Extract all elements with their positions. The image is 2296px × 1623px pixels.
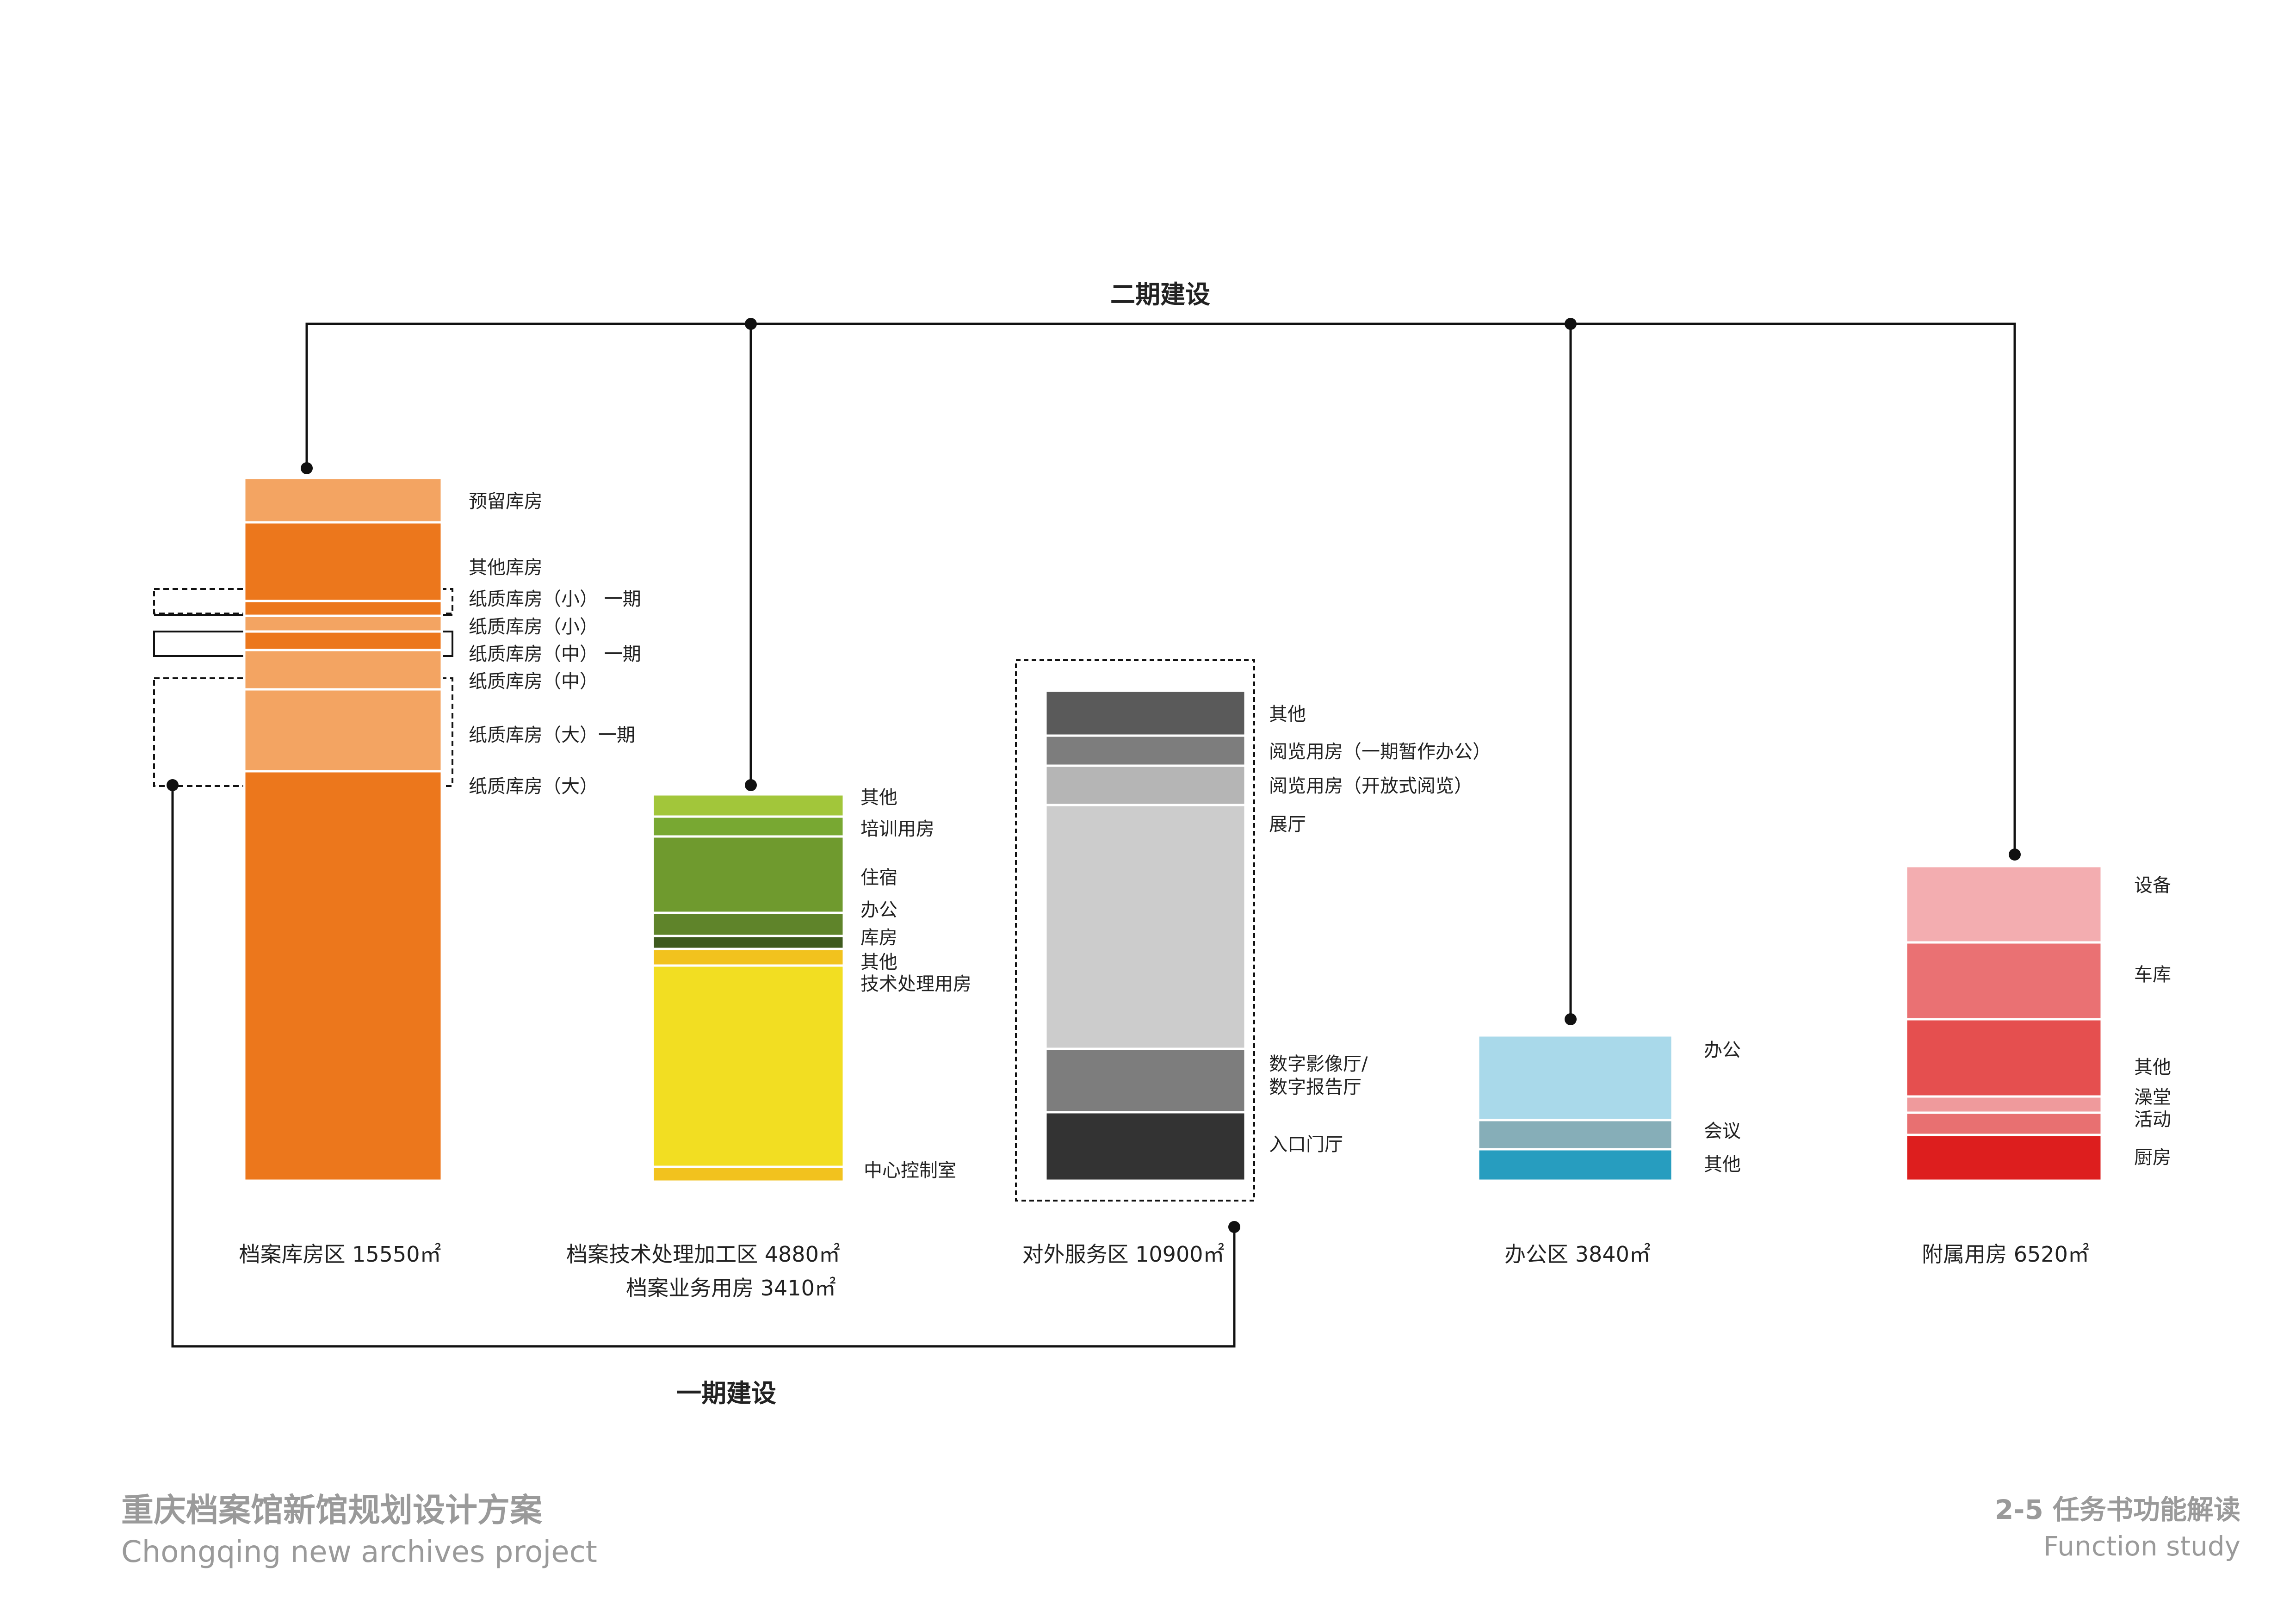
zone-tech-processing: 其他 培训用房 住宿 办公 库房 其他 技术处理用房 中心控制室 档案技术处理加… — [566, 787, 972, 1301]
zone-office: 办公 会议 其他 办公区 3840㎡ — [1477, 1034, 1741, 1267]
segment-label: 展厅 — [1269, 814, 1306, 835]
segment-label: 办公 — [860, 899, 897, 921]
segment-bar — [651, 793, 845, 818]
segment-label: 阅览用房（开放式阅览） — [1269, 775, 1473, 797]
segment-bar — [651, 1165, 845, 1183]
segment-bar — [651, 935, 845, 950]
segment-label: 车库 — [2134, 964, 2171, 985]
segment-label: 纸质库房（大）一期 — [469, 725, 635, 746]
segment-label: 纸质库房（中） — [469, 671, 598, 692]
segment-bar — [243, 614, 443, 633]
zone-caption: 附属用房 6520㎡ — [1922, 1242, 2089, 1267]
zone-auxiliary: 设备 车库 其他 澡堂 活动 厨房 附属用房 6520㎡ — [1905, 865, 2171, 1267]
section-subtitle: Function study — [2043, 1530, 2240, 1562]
segment-label: 澡堂 — [2134, 1087, 2171, 1108]
segment-bar — [1477, 1148, 1674, 1182]
segment-bar — [1477, 1034, 1674, 1121]
segment-label: 技术处理用房 — [860, 973, 972, 995]
section-title: 2-5 任务书功能解读 — [1995, 1494, 2240, 1525]
segment-label: 阅览用房（一期暂作办公） — [1269, 741, 1491, 762]
segment-bar — [1044, 764, 1247, 806]
segment-bar — [1477, 1119, 1674, 1151]
segment-bar — [243, 688, 443, 773]
segment-bar — [243, 477, 443, 524]
project-title: 重庆档案馆新馆规划设计方案 — [121, 1491, 542, 1529]
zone-caption: 档案技术处理加工区 4880㎡ — [566, 1242, 840, 1267]
phase1-connector — [171, 785, 1236, 1348]
segment-label: 厨房 — [2134, 1147, 2171, 1168]
segment-label: 其他 — [2134, 1057, 2171, 1078]
segment-label: 住宿 — [860, 867, 897, 888]
segment-bar — [1905, 865, 2103, 944]
zone-caption: 对外服务区 10900㎡ — [1022, 1242, 1225, 1267]
segment-bar — [1044, 734, 1247, 767]
segment-label: 数字影像厅/数字报告厅 — [1269, 1053, 1368, 1098]
segment-label: 活动 — [2134, 1109, 2171, 1130]
zone-public-service: 其他 阅览用房（一期暂作办公） 阅览用房（开放式阅览） 展厅 数字影像厅/数字报… — [1022, 689, 1491, 1267]
segment-label: 预留库房 — [469, 491, 543, 512]
segment-bar — [1905, 941, 2103, 1021]
public-service-frame — [1015, 659, 1255, 1202]
phase2-label: 二期建设 — [1110, 280, 1210, 309]
segment-label: 中心控制室 — [864, 1160, 956, 1181]
zone-archive-storage: 预留库房 其他库房 纸质库房（小） 一期 纸质库房（小） 纸质库房（中） 一期 … — [239, 477, 641, 1267]
segment-label: 其他 — [860, 952, 897, 973]
segment-label: 纸质库房（中） 一期 — [469, 644, 641, 665]
segment-bar — [1044, 804, 1247, 1050]
segment-bar — [1905, 1134, 2103, 1182]
segment-bar — [243, 630, 443, 651]
segment-label: 纸质库房（小） 一期 — [469, 588, 641, 610]
segment-label: 纸质库房（小） — [469, 616, 598, 638]
zone-caption-2: 档案业务用房 3410㎡ — [626, 1276, 836, 1301]
segment-bar — [1905, 1095, 2103, 1114]
segment-bar — [1044, 1111, 1247, 1182]
segment-bar — [651, 948, 845, 967]
segment-label: 库房 — [860, 927, 897, 948]
zone-caption: 办公区 3840㎡ — [1504, 1242, 1651, 1267]
segment-bar — [1905, 1111, 2103, 1136]
segment-bar — [1044, 689, 1247, 737]
segment-label: 入口门厅 — [1269, 1134, 1343, 1155]
segment-label: 培训用房 — [860, 818, 934, 840]
segment-bar — [1905, 1018, 2103, 1098]
segment-bar — [243, 649, 443, 691]
project-subtitle: Chongqing new archives project — [121, 1535, 597, 1569]
segment-bar — [651, 964, 845, 1168]
phase1-label: 一期建设 — [676, 1379, 776, 1408]
segment-label: 设备 — [2134, 875, 2171, 896]
segment-bar — [651, 911, 845, 937]
segment-bar — [651, 835, 845, 914]
zone-caption: 档案库房区 15550㎡ — [239, 1242, 441, 1267]
segment-label: 会议 — [1704, 1121, 1741, 1142]
segment-bar — [651, 815, 845, 838]
segment-label: 办公 — [1704, 1040, 1741, 1061]
segment-label: 其他 — [860, 787, 897, 808]
phase2-nodes — [301, 318, 2021, 1025]
segment-bar — [243, 521, 443, 602]
phase2-connector — [305, 322, 2016, 1019]
segment-bar — [243, 600, 443, 617]
segment-label: 纸质库房（大） — [469, 776, 598, 797]
segment-label: 其他 — [1704, 1154, 1741, 1175]
segment-label: 其他 — [1269, 704, 1306, 725]
segment-bar — [243, 770, 443, 1182]
segment-label: 其他库房 — [469, 557, 543, 578]
segment-bar — [1044, 1047, 1247, 1114]
